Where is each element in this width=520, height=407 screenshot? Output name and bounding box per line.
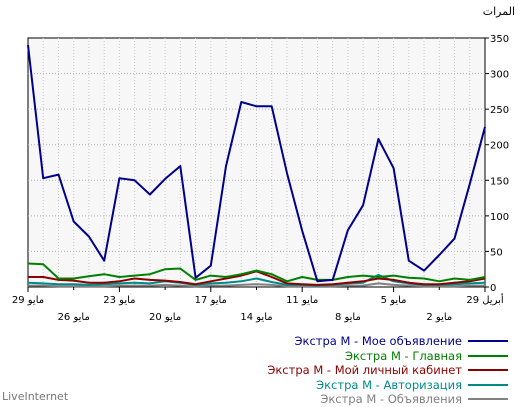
y-tick-label: 300 (490, 70, 509, 81)
x-tick-label: 8 مايو (335, 312, 361, 323)
y-tick-label: 150 (490, 176, 509, 187)
line-chart: 0 50 100 150 200 250 300 350 29 مايو 23 مايو 17 م… (12, 5, 515, 323)
y-tick-label: 200 (490, 141, 509, 152)
y-axis-label: المرات (483, 5, 515, 18)
brand-label: LiveInternet (2, 390, 69, 403)
series-layer (27, 44, 486, 288)
y-tick-label: 350 (490, 34, 509, 45)
y-axis: 0 50 100 150 200 250 300 350 (485, 34, 509, 294)
x-axis: 29 مايو 23 مايو 17 مايو 11 مايو 5 مايو 29 أبر… (12, 287, 504, 323)
x-tick-label: 17 مايو (195, 295, 227, 306)
x-tick-label: 14 مايو (240, 312, 272, 323)
legend-label: Экстра М - Объявления (320, 392, 462, 407)
x-tick-label: 2 مايو (426, 312, 452, 323)
x-tick-label: 23 مايو (103, 295, 135, 306)
legend-item: Экстра М - Мой личный кабинет (108, 363, 508, 378)
legend-item: Экстра М - Объявления (108, 392, 508, 407)
legend-swatch (468, 340, 508, 343)
grid-lines (28, 38, 485, 287)
y-tick-label: 100 (490, 212, 509, 223)
x-tick-label: 20 مايو (149, 312, 181, 323)
y-tick-label: 0 (490, 283, 496, 294)
legend-label: Экстра М - Мое объявление (294, 334, 462, 349)
legend: Экстра М - Мое объявление Экстра М - Глав… (108, 334, 508, 407)
series-line (27, 262, 486, 283)
series-line (27, 44, 486, 283)
legend-label: Экстра М - Главная (344, 348, 462, 363)
y-tick-label: 250 (490, 105, 509, 116)
legend-item: Экстра М - Главная (108, 349, 508, 364)
x-tick-label: 11 مايو (286, 295, 318, 306)
legend-swatch (468, 383, 508, 386)
legend-label: Экстра М - Мой личный кабинет (267, 363, 462, 378)
legend-item: Экстра М - Мое объявление (108, 334, 508, 349)
x-tick-label: 29 مايو (12, 295, 44, 306)
legend-swatch (468, 369, 508, 372)
legend-swatch (468, 354, 508, 357)
legend-item: Экстра М - Авторизация (108, 378, 508, 393)
legend-label: Экстра М - Авторизация (316, 377, 462, 392)
x-tick-label: 5 مايو (381, 295, 407, 306)
x-tick-label: 29 أبريل (466, 293, 504, 306)
x-tick-label: 26 مايو (58, 312, 90, 323)
y-tick-label: 50 (490, 247, 503, 258)
legend-swatch (468, 398, 508, 401)
series-line (28, 282, 485, 288)
